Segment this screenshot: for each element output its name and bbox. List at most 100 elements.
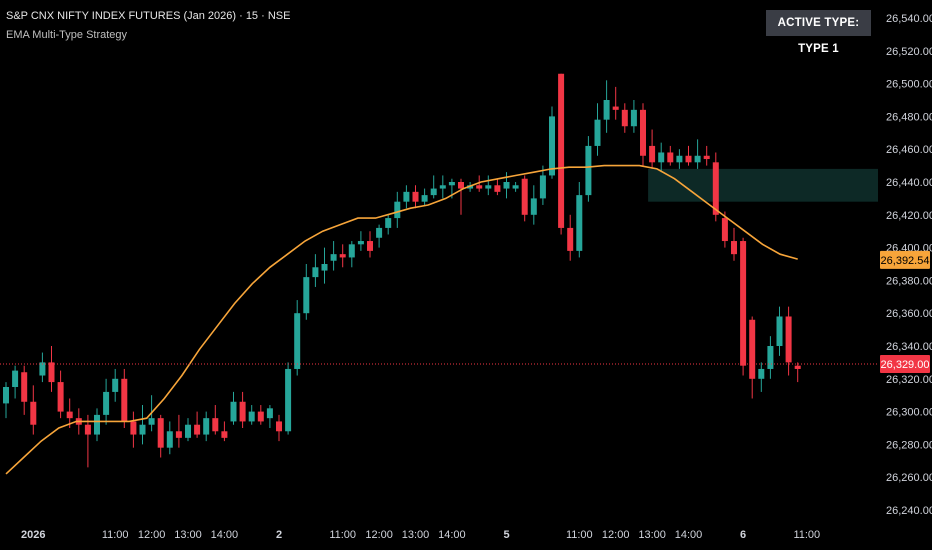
- candle: [576, 182, 583, 258]
- candle-body: [603, 100, 610, 120]
- candle-body: [185, 424, 191, 438]
- candle-body: [703, 155, 710, 160]
- candle: [57, 370, 64, 419]
- y-tick-label: 26,360.00: [886, 308, 932, 320]
- candle-body: [285, 368, 292, 432]
- candle-body: [785, 316, 792, 363]
- candle: [212, 405, 219, 435]
- candle: [348, 241, 355, 268]
- candle-body: [30, 401, 37, 425]
- candle-body: [348, 244, 355, 258]
- y-tick-label: 26,460.00: [886, 144, 932, 156]
- candle-body: [694, 155, 701, 163]
- candle-body: [667, 152, 674, 163]
- candle: [175, 414, 182, 448]
- candle-body: [148, 418, 155, 425]
- x-tick-label: 14:00: [675, 529, 703, 541]
- candle-body: [248, 411, 255, 422]
- supply-zone: [648, 168, 878, 202]
- candle-body: [166, 431, 173, 448]
- candle-body: [130, 421, 137, 435]
- candle: [658, 142, 665, 173]
- candle: [630, 100, 637, 133]
- candle: [48, 346, 55, 392]
- candle-body: [621, 109, 628, 127]
- candle-body: [385, 218, 392, 228]
- candle: [30, 385, 37, 435]
- candle: [758, 362, 765, 392]
- candle-body: [612, 106, 619, 110]
- candle: [667, 145, 674, 166]
- candle: [266, 405, 273, 428]
- candle: [248, 405, 255, 425]
- candle-body: [576, 195, 583, 251]
- candle-body: [357, 241, 364, 245]
- candle: [221, 421, 228, 442]
- candle-body: [685, 155, 692, 163]
- y-tick-label: 26,540.00: [886, 13, 932, 25]
- candle: [476, 175, 483, 192]
- candle-body: [394, 201, 401, 219]
- candle-body: [367, 241, 373, 251]
- candle: [3, 382, 9, 419]
- candle-body: [712, 162, 719, 215]
- candle-body: [676, 155, 683, 163]
- candle-body: [567, 227, 574, 251]
- candle-body: [721, 218, 728, 242]
- candle: [276, 414, 282, 442]
- candle: [530, 185, 537, 225]
- candle: [339, 244, 346, 268]
- y-tick-label: 26,320.00: [886, 374, 932, 386]
- x-tick-label: 2026: [21, 529, 45, 541]
- indicator-name[interactable]: EMA Multi-Type Strategy: [6, 29, 128, 41]
- x-tick-label: 12:00: [138, 529, 166, 541]
- candle-body: [430, 188, 437, 196]
- candle: [112, 368, 119, 402]
- candle: [749, 316, 756, 399]
- candle-body: [458, 182, 464, 189]
- candle-body: [403, 191, 410, 202]
- candle: [567, 214, 574, 261]
- candle: [767, 336, 774, 379]
- x-tick-label: 14:00: [438, 529, 466, 541]
- candle-body: [112, 378, 119, 392]
- candle-body: [103, 391, 110, 415]
- x-tick-label: 12:00: [365, 529, 393, 541]
- candle: [594, 103, 601, 156]
- candle-body: [503, 182, 510, 189]
- candle: [740, 237, 747, 376]
- candle: [703, 145, 710, 166]
- candle-body: [485, 185, 492, 189]
- candle-body: [312, 267, 319, 278]
- y-tick-label: 26,520.00: [886, 46, 932, 58]
- candle: [521, 175, 528, 222]
- candle-body: [558, 73, 565, 228]
- candle: [357, 231, 364, 251]
- candle-body: [476, 185, 483, 189]
- candle-body: [539, 175, 546, 199]
- candle: [794, 362, 801, 383]
- candle-body: [740, 241, 747, 366]
- candle-body: [12, 370, 19, 387]
- y-tick-label: 26,380.00: [886, 275, 932, 287]
- candle: [430, 175, 437, 199]
- candle-body: [94, 414, 100, 435]
- candle: [731, 227, 737, 261]
- candle: [12, 365, 19, 399]
- candle: [367, 231, 373, 258]
- candle: [185, 418, 191, 442]
- candle-body: [649, 145, 656, 163]
- candle: [558, 73, 565, 235]
- candle: [330, 241, 337, 271]
- chart-title[interactable]: S&P CNX NIFTY INDEX FUTURES (Jan 2026) ·…: [6, 10, 291, 22]
- x-tick-label: 13:00: [638, 529, 666, 541]
- ema-price-tag: [880, 250, 930, 269]
- candle: [549, 106, 555, 179]
- y-tick-label: 26,280.00: [886, 439, 932, 451]
- x-tick-label: 14:00: [211, 529, 239, 541]
- candle-body: [175, 431, 182, 438]
- candle: [494, 178, 501, 196]
- candle-body: [239, 401, 246, 422]
- candle-body: [412, 191, 419, 202]
